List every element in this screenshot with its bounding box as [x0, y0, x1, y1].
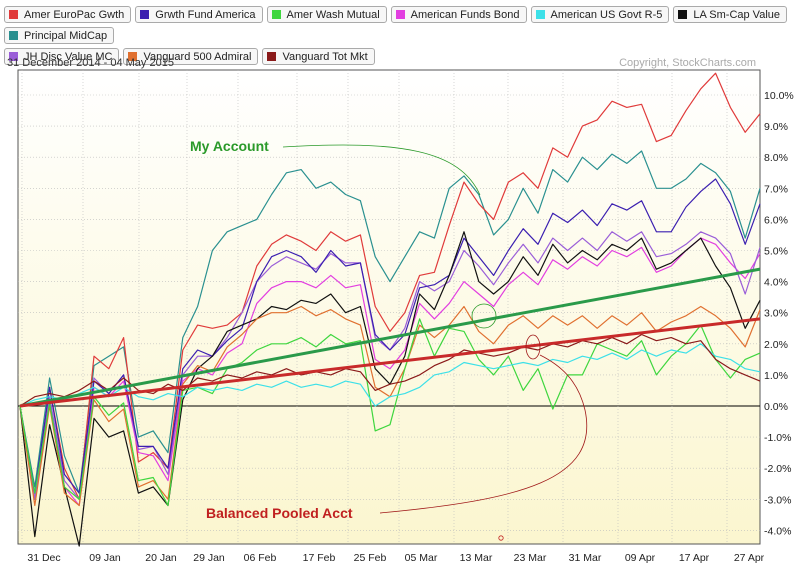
x-tick-label: 29 Jan	[193, 552, 225, 564]
legend-label: Principal MidCap	[24, 29, 108, 42]
legend-item[interactable]: Vanguard 500 Admiral	[123, 48, 259, 65]
x-tick-label: 17 Apr	[679, 552, 710, 564]
x-tick-label: 31 Mar	[569, 552, 602, 564]
my-account-connector	[282, 144, 481, 196]
legend-item[interactable]: Principal MidCap	[4, 27, 115, 44]
y-tick-label: 9.0%	[764, 121, 788, 133]
y-tick-label: 4.0%	[764, 277, 788, 289]
y-tick-label: -1.0%	[764, 432, 791, 444]
x-axis: 31 Dec 09 Jan 20 Jan 29 Jan 06 Feb 17 Feb 25 F…	[27, 552, 764, 564]
series-line	[19, 72, 761, 500]
legend-item[interactable]: Grwth Fund America	[135, 6, 263, 23]
date-range-subtitle: 31 December 2014 - 04 May 2015	[7, 57, 174, 69]
balanced-pooled-circle	[525, 334, 541, 360]
y-tick-label: 2.0%	[764, 339, 788, 351]
legend-label: LA Sm-Cap Value	[693, 8, 780, 21]
series-line	[19, 343, 761, 407]
y-axis: 10.0% 9.0% 8.0% 7.0% 6.0% 5.0% 4.0% 3.0% 2.0% 1.0…	[764, 90, 794, 537]
x-tick-label: 25 Feb	[354, 552, 387, 564]
x-tick-label: 27 Apr	[734, 552, 765, 564]
legend-label: American US Govt R-5	[550, 8, 663, 21]
x-tick-label: 05 Mar	[405, 552, 438, 564]
legend-label: Vanguard 500 Admiral	[143, 50, 252, 63]
legend-swatch	[271, 10, 281, 19]
legend-row: JH Disc Value MC Vanguard 500 Admiral Vang…	[4, 48, 800, 65]
series-line	[19, 318, 761, 507]
y-tick-label: -4.0%	[764, 525, 791, 537]
legend-item[interactable]: Amer Wash Mutual	[266, 6, 387, 23]
x-tick-label: 09 Apr	[625, 552, 656, 564]
small-marker	[498, 535, 504, 541]
plot-background	[17, 69, 761, 545]
legend-item[interactable]: Vanguard Tot Mkt	[262, 48, 375, 65]
grid	[18, 70, 760, 544]
legend-item[interactable]: LA Sm-Cap Value	[673, 6, 787, 23]
legend-swatch	[128, 52, 138, 61]
y-tick-label: 3.0%	[764, 308, 788, 320]
legend-item[interactable]: JH Disc Value MC	[4, 48, 120, 65]
legend-item[interactable]: American Funds Bond	[390, 6, 527, 23]
legend-label: American Funds Bond	[410, 8, 520, 21]
legend-swatch	[140, 10, 150, 19]
legend-swatch	[267, 52, 277, 61]
trend-lines	[19, 267, 761, 408]
trend-line	[19, 267, 761, 408]
x-tick-label: 20 Jan	[145, 552, 177, 564]
y-tick-label: 6.0%	[764, 214, 788, 226]
legend-label: JH Disc Value MC	[24, 50, 113, 63]
x-tick-label: 13 Mar	[460, 552, 493, 564]
balanced-pooled-label: Balanced Pooled Acct	[206, 505, 353, 521]
y-tick-label: 10.0%	[764, 90, 794, 102]
x-tick-label: 31 Dec	[27, 552, 60, 564]
my-account-label: My Account	[190, 138, 269, 154]
legend-label: Amer Wash Mutual	[286, 8, 380, 21]
series-line	[19, 237, 761, 507]
legend-swatch	[535, 10, 545, 19]
y-tick-label: -3.0%	[764, 494, 791, 506]
x-tick-label: 23 Mar	[514, 552, 547, 564]
legend: Amer EuroPac Gwth Grwth Fund America Amer …	[4, 6, 800, 69]
x-tick-label: 06 Feb	[244, 552, 277, 564]
balanced-pooled-connector	[379, 354, 588, 514]
legend-label: Amer EuroPac Gwth	[24, 8, 125, 21]
x-tick-label: 09 Jan	[89, 552, 121, 564]
y-tick-label: 5.0%	[764, 246, 788, 258]
y-tick-label: 0.0%	[764, 401, 788, 413]
copyright-notice: Copyright, StockCharts.com	[619, 57, 756, 69]
y-tick-label: 8.0%	[764, 152, 788, 164]
series-line	[19, 178, 761, 494]
y-tick-label: 1.0%	[764, 370, 788, 382]
legend-row: Amer EuroPac Gwth Grwth Fund America Amer …	[4, 6, 800, 44]
series-line	[19, 150, 761, 494]
legend-swatch	[678, 10, 688, 19]
y-tick-label: 7.0%	[764, 183, 788, 195]
legend-swatch	[395, 10, 405, 19]
y-tick-label: -2.0%	[764, 463, 791, 475]
legend-item[interactable]: Amer EuroPac Gwth	[4, 6, 132, 23]
legend-label: Vanguard Tot Mkt	[282, 50, 368, 63]
legend-label: Grwth Fund America	[155, 8, 256, 21]
x-tick-label: 17 Feb	[303, 552, 336, 564]
legend-swatch	[9, 10, 18, 19]
annotations: My Account Balanced Pooled Acct	[190, 138, 588, 541]
legend-swatch	[9, 52, 18, 61]
trend-line	[19, 317, 761, 408]
legend-swatch	[9, 31, 18, 40]
legend-item[interactable]: American US Govt R-5	[530, 6, 670, 23]
series-lines	[19, 72, 761, 547]
my-account-circle	[471, 303, 497, 329]
